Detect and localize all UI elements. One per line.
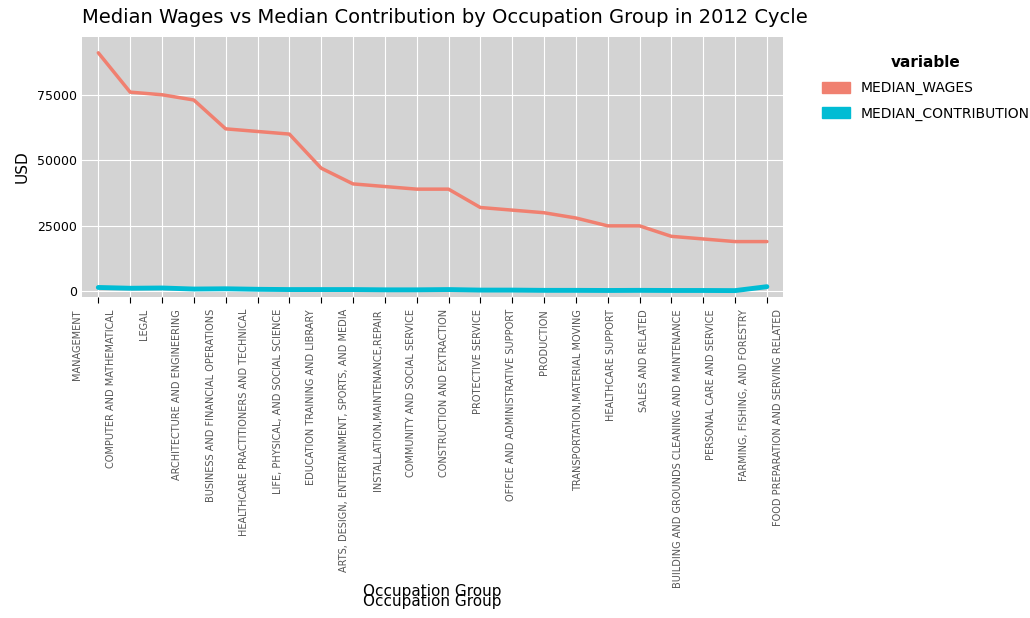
Text: Occupation Group: Occupation Group <box>364 594 502 609</box>
Text: EDUCATION TRAINING AND LIBRARY: EDUCATION TRAINING AND LIBRARY <box>306 309 316 485</box>
Text: MANAGEMENT: MANAGEMENT <box>72 309 82 379</box>
Text: SALES AND RELATED: SALES AND RELATED <box>640 309 649 412</box>
Text: PERSONAL CARE AND SERVICE: PERSONAL CARE AND SERVICE <box>707 309 716 460</box>
Text: ARTS, DESIGN, ENTERTAINMENT, SPORTS, AND MEDIA: ARTS, DESIGN, ENTERTAINMENT, SPORTS, AND… <box>339 309 349 572</box>
Text: FOOD PREPARATION AND SERVING RELATED: FOOD PREPARATION AND SERVING RELATED <box>772 309 783 526</box>
Text: PRODUCTION: PRODUCTION <box>540 309 549 375</box>
Text: LEGAL: LEGAL <box>139 309 149 341</box>
Text: INSTALLATION,MAINTENANCE,REPAIR: INSTALLATION,MAINTENANCE,REPAIR <box>373 309 382 491</box>
Text: Median Wages vs Median Contribution by Occupation Group in 2012 Cycle: Median Wages vs Median Contribution by O… <box>82 8 809 27</box>
X-axis label: Occupation Group: Occupation Group <box>364 584 502 599</box>
Text: HEALTHCARE SUPPORT: HEALTHCARE SUPPORT <box>606 309 616 421</box>
Text: COMMUNITY AND SOCIAL SERVICE: COMMUNITY AND SOCIAL SERVICE <box>406 309 416 477</box>
Text: LIFE, PHYSICAL, AND SOCIAL SCIENCE: LIFE, PHYSICAL, AND SOCIAL SCIENCE <box>273 309 282 494</box>
Y-axis label: USD: USD <box>14 151 30 183</box>
Legend: MEDIAN_WAGES, MEDIAN_CONTRIBUTION: MEDIAN_WAGES, MEDIAN_CONTRIBUTION <box>811 44 1030 132</box>
Text: ARCHITECTURE AND ENGINEERING: ARCHITECTURE AND ENGINEERING <box>172 309 182 480</box>
Text: CONSTRUCTION AND EXTRACTION: CONSTRUCTION AND EXTRACTION <box>439 309 449 477</box>
Text: BUSINESS AND FINANCIAL OPERATIONS: BUSINESS AND FINANCIAL OPERATIONS <box>206 309 216 502</box>
Text: BUILDING AND GROUNDS CLEANING AND MAINTENANCE: BUILDING AND GROUNDS CLEANING AND MAINTE… <box>673 309 683 588</box>
Text: PROTECTIVE SERVICE: PROTECTIVE SERVICE <box>473 309 483 414</box>
Text: HEALTHCARE PRACTITIONERS AND TECHNICAL: HEALTHCARE PRACTITIONERS AND TECHNICAL <box>239 309 249 536</box>
Text: COMPUTER AND MATHEMATICAL: COMPUTER AND MATHEMATICAL <box>106 309 115 467</box>
Text: TRANSPORTATION,MATERIAL MOVING: TRANSPORTATION,MATERIAL MOVING <box>573 309 583 491</box>
Text: OFFICE AND ADMINISTRATIVE SUPPORT: OFFICE AND ADMINISTRATIVE SUPPORT <box>506 309 516 501</box>
Text: FARMING, FISHING, AND FORESTRY: FARMING, FISHING, AND FORESTRY <box>740 309 750 481</box>
